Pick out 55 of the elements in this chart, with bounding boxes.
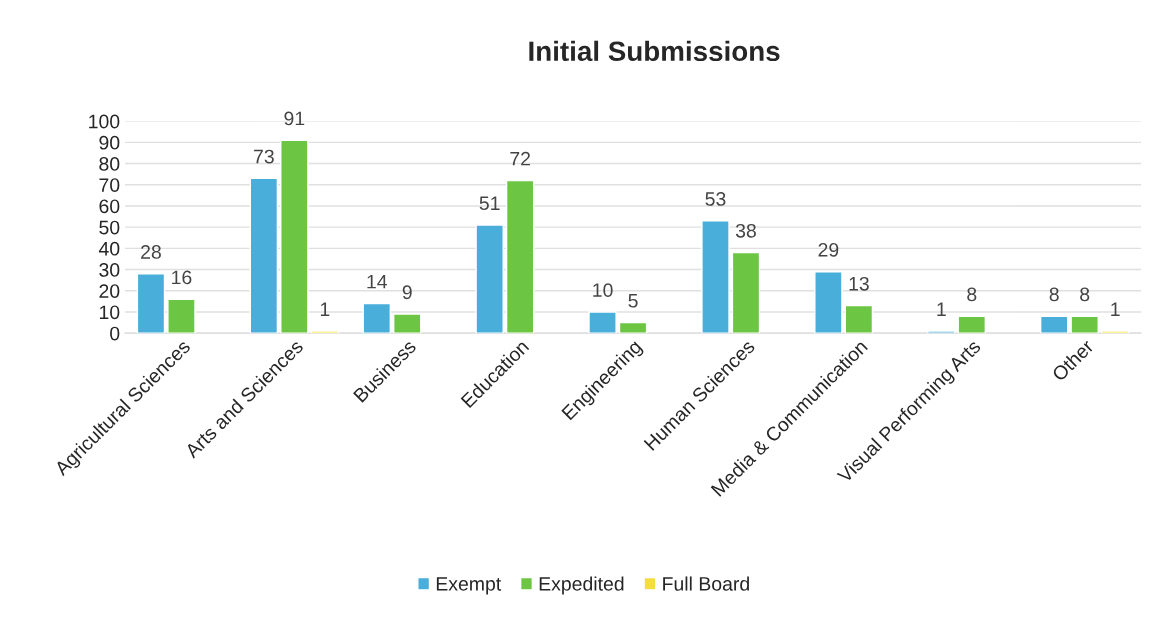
- data-label: 16: [172, 270, 192, 285]
- bar: [701, 220, 730, 334]
- data-label: 91: [284, 111, 305, 126]
- y-tick-label: 90: [99, 135, 120, 150]
- data-label: 8: [967, 287, 977, 302]
- y-tick-label: 30: [99, 263, 120, 277]
- y-tick-label: 20: [99, 284, 120, 298]
- bar: [588, 311, 617, 334]
- bar: [280, 139, 309, 334]
- y-tick-label: 10: [99, 305, 120, 320]
- bar: [1039, 315, 1069, 334]
- data-label: 1: [937, 302, 946, 316]
- bar: [310, 330, 340, 334]
- y-tick-label: 60: [99, 199, 120, 214]
- y-tick-label: 40: [98, 241, 120, 256]
- bar: [475, 224, 504, 334]
- chart-title: Initial Submissions: [529, 40, 780, 62]
- bar: [362, 302, 392, 334]
- data-label: 29: [818, 242, 839, 257]
- y-tick-label: 80: [99, 157, 120, 171]
- data-label: 51: [479, 196, 500, 211]
- legend-label: Expedited: [539, 576, 624, 595]
- bar: [927, 330, 956, 334]
- data-label: 13: [849, 276, 869, 291]
- data-label: 53: [705, 192, 726, 206]
- data-label: 72: [510, 151, 530, 166]
- y-tick-label: 50: [99, 220, 120, 235]
- data-label: 28: [141, 245, 161, 259]
- bar: [1070, 315, 1099, 334]
- data-label: 8: [1080, 287, 1090, 302]
- data-label: 1: [320, 302, 330, 316]
- data-label: 8: [1049, 287, 1059, 302]
- bar: [167, 298, 196, 334]
- data-label: 5: [628, 294, 638, 308]
- legend-label: Exempt: [436, 577, 502, 595]
- data-label: 38: [735, 223, 756, 238]
- y-tick-label: 0: [110, 326, 120, 341]
- y-tick-label: 100: [89, 114, 120, 129]
- bar: [505, 179, 535, 334]
- data-label: 73: [254, 149, 274, 164]
- bar: [957, 315, 987, 334]
- bar: [844, 304, 874, 334]
- bar: [1100, 330, 1130, 334]
- bar: [731, 251, 761, 334]
- data-label: 9: [402, 285, 412, 300]
- bar: [814, 270, 843, 334]
- bar: [249, 177, 279, 334]
- data-label: 1: [1111, 302, 1120, 316]
- data-label: 14: [367, 274, 387, 289]
- data-label: 10: [593, 283, 613, 298]
- bar: [618, 321, 648, 334]
- legend-label: Full Board: [663, 576, 749, 591]
- bar: [136, 273, 166, 334]
- y-tick-label: 70: [99, 178, 120, 192]
- bar: [392, 313, 422, 334]
